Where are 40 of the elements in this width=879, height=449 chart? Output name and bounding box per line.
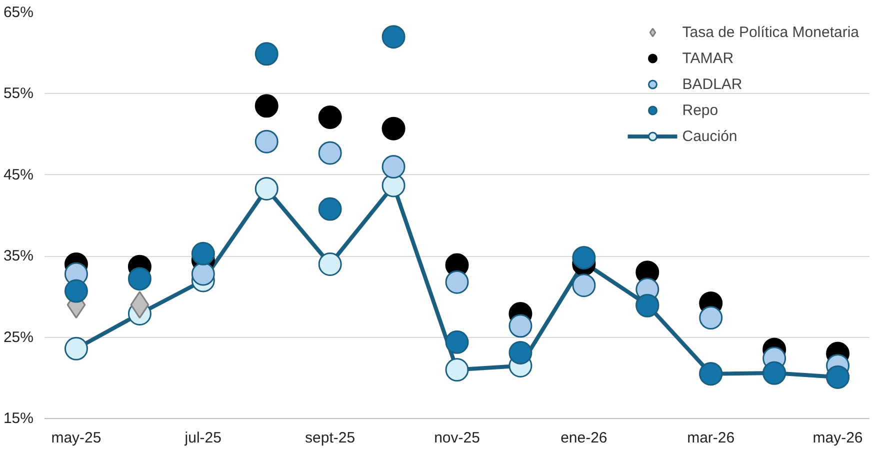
point bbox=[382, 155, 406, 179]
point bbox=[699, 306, 723, 330]
point bbox=[254, 42, 278, 66]
legend-label: Caución bbox=[682, 128, 738, 144]
point bbox=[508, 341, 532, 364]
point bbox=[318, 106, 342, 129]
point bbox=[318, 141, 342, 165]
point bbox=[318, 252, 342, 276]
y-tick-label: 45% bbox=[3, 166, 34, 184]
point bbox=[318, 197, 342, 221]
y-tick-label: 25% bbox=[3, 328, 34, 346]
point bbox=[445, 270, 469, 294]
point bbox=[254, 130, 278, 154]
y-tick-label: 35% bbox=[3, 248, 34, 265]
point bbox=[254, 94, 278, 118]
y-tick-label: 55% bbox=[3, 85, 34, 102]
point bbox=[64, 336, 88, 360]
legend-label: BADLAR bbox=[682, 76, 742, 92]
point bbox=[382, 116, 406, 140]
point bbox=[445, 358, 469, 382]
x-tick-label: jul-25 bbox=[184, 430, 222, 446]
point bbox=[508, 314, 532, 338]
y-tick-label: 15% bbox=[3, 410, 34, 427]
y-tick-label: 65% bbox=[3, 4, 34, 21]
x-tick-label: mar-26 bbox=[687, 430, 735, 446]
point bbox=[254, 176, 278, 200]
x-tick-label: ene-26 bbox=[560, 430, 608, 446]
x-tick-label: sept-25 bbox=[305, 430, 356, 446]
point bbox=[572, 274, 596, 298]
legend-label: Repo bbox=[682, 102, 718, 118]
x-tick-label: may-25 bbox=[51, 430, 102, 446]
legend-label: Tasa de Política Monetaria bbox=[682, 24, 859, 40]
x-tick-label: may-26 bbox=[812, 430, 863, 446]
point bbox=[128, 267, 152, 291]
point bbox=[64, 279, 88, 303]
point bbox=[572, 246, 596, 270]
legend-label: TAMAR bbox=[682, 50, 734, 66]
point bbox=[445, 330, 469, 354]
x-tick-label: nov-25 bbox=[434, 430, 480, 446]
point bbox=[382, 25, 406, 49]
